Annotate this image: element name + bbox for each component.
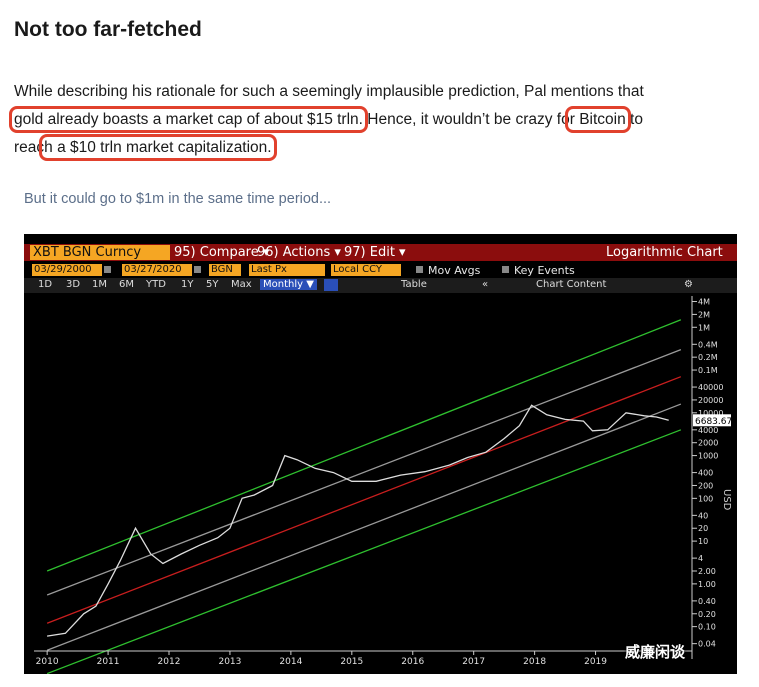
channel-line-2 (46, 376, 682, 624)
edit-menu[interactable]: 97) Edit ▾ (344, 245, 406, 260)
y-tick-label: 1.00 (698, 580, 716, 589)
scroll-left-icon[interactable]: « (482, 279, 489, 290)
key-events-checkbox[interactable] (502, 266, 509, 273)
y-tick-label: 20000 (698, 396, 723, 405)
image-caption: But it could go to $1m in the same time … (24, 191, 332, 207)
y-tick-label: 0.1M (698, 366, 718, 375)
range-button[interactable]: YTD (146, 279, 166, 290)
line-chart-icon[interactable] (324, 279, 338, 291)
y-tick-label: 20 (698, 524, 708, 533)
last-price-box (693, 414, 731, 427)
channel-line-1 (46, 349, 682, 596)
security-field[interactable]: XBT BGN Curncy (30, 245, 170, 260)
y-tick-label: 40000 (698, 383, 723, 392)
channel-line-0 (46, 319, 682, 572)
x-tick-label: 2015 (340, 657, 363, 667)
y-tick-label: 4 (698, 554, 703, 563)
calendar-icon[interactable] (104, 266, 111, 273)
price-series-line (47, 404, 669, 637)
price-chart: 4M2M1M0.4M0.2M0.1M4000020000100004000200… (34, 296, 732, 674)
price-field[interactable]: Last Px (249, 264, 325, 276)
y-tick-label: 40 (698, 511, 708, 520)
range-button[interactable]: 1D (38, 279, 53, 290)
key-events-label[interactable]: Key Events (514, 264, 575, 277)
range-button[interactable]: 5Y (206, 279, 219, 290)
paragraph-text: Hence, it wouldn’t be crazy fo (362, 111, 570, 128)
y-tick-label: 0.20 (698, 610, 716, 619)
x-tick-label: 2016 (401, 657, 424, 667)
terminal-menu-bar: 95) Compare ▾ 96) Actions ▾ 97) Edit ▾ L… (24, 244, 737, 261)
mov-avgs-label[interactable]: Mov Avgs (428, 264, 481, 277)
y-tick-label: 0.4M (698, 340, 718, 349)
y-tick-label: 4000 (698, 426, 718, 435)
chart-content-button[interactable]: Chart Content (536, 279, 607, 290)
paragraph-line-2: gold already boasts a market cap of abou… (9, 106, 749, 134)
highlight-bitcoin-target: h a $10 trln market capitalization. (39, 134, 277, 161)
channel-line-3 (46, 403, 682, 651)
regression-channels (46, 319, 682, 674)
y-tick-label: 0.10 (698, 623, 716, 632)
y-tick-label: 200 (698, 481, 713, 490)
x-tick-label: 2011 (97, 657, 120, 667)
y-tick-label: 1000 (698, 452, 718, 461)
y-tick-label: 0.2M (698, 353, 718, 362)
chart-mode-label: Logarithmic Chart (606, 245, 723, 260)
x-tick-label: 2018 (523, 657, 546, 667)
source-field[interactable]: BGN (209, 264, 241, 276)
bloomberg-chart-screenshot: 95) Compare ▾ 96) Actions ▾ 97) Edit ▾ L… (24, 234, 737, 674)
x-tick-label: 2010 (36, 657, 59, 667)
period-dropdown[interactable]: Monthly ▼ (260, 279, 317, 290)
article-paragraph: While describing his rationale for such … (9, 78, 749, 162)
calendar-icon[interactable] (194, 266, 201, 273)
range-button[interactable]: Max (231, 279, 252, 290)
paragraph-line-1: While describing his rationale for such … (14, 83, 644, 100)
y-tick-label: 10 (698, 537, 708, 546)
watermark: 威廉闲谈 (625, 643, 686, 661)
table-button[interactable]: Table (401, 279, 427, 290)
currency-field[interactable]: Local CCY (331, 264, 401, 276)
range-button[interactable]: 1M (92, 279, 107, 290)
x-tick-label: 2019 (584, 657, 607, 667)
range-button[interactable]: 3D (66, 279, 81, 290)
x-axis: 2010 2011 2012 2013 2014 2015 2016 2017 2018 2019 (34, 650, 692, 667)
x-tick-label: 2017 (462, 657, 485, 667)
y-tick-label: 0.40 (698, 597, 716, 606)
x-tick-label: 2014 (279, 657, 302, 667)
last-price-text: 6683.67 (695, 417, 732, 427)
gear-icon[interactable]: ⚙ (684, 279, 693, 290)
y-tick-label: 2.00 (698, 567, 716, 576)
compare-menu[interactable]: 95) Compare ▾ (174, 245, 270, 260)
y-tick-label: 400 (698, 469, 713, 478)
article-heading: Not too far-fetched (14, 18, 202, 41)
price-series (47, 404, 669, 637)
y-axis: 4M2M1M0.4M0.2M0.1M4000020000100004000200… (691, 296, 732, 659)
terminal-params-bar: 03/29/2000 03/27/2020 BGN Last Px Local … (24, 262, 737, 277)
range-button[interactable]: 6M (119, 279, 134, 290)
actions-menu[interactable]: 96) Actions ▾ (257, 245, 341, 260)
x-tick-label: 2012 (158, 657, 181, 667)
y-tick-label: 1M (698, 323, 710, 332)
x-tick-label: 2013 (218, 657, 241, 667)
range-button[interactable]: 1Y (181, 279, 194, 290)
y-tick-label: 0.04 (698, 640, 716, 649)
y-axis-unit-label: USD (721, 489, 732, 511)
mov-avgs-checkbox[interactable] (416, 266, 423, 273)
y-tick-label: 2M (698, 310, 710, 319)
terminal-range-bar: 1D 3D 1M 6M YTD 1Y 5Y Max Monthly ▼ Tabl… (24, 278, 737, 293)
y-tick-label: 100 (698, 494, 713, 503)
y-tick-label: 4M (698, 298, 710, 307)
paragraph-text: reac (14, 139, 45, 156)
last-price-label: 6683.67 (693, 414, 732, 427)
y-tick-label: 2000 (698, 439, 718, 448)
y-tick-label: 10000 (698, 409, 723, 418)
highlight-bitcoin: r Bitcoin (564, 106, 631, 133)
paragraph-text: to (625, 111, 643, 128)
highlight-gold-market-cap: gold already boasts a market cap of abou… (9, 106, 368, 133)
channel-line-4 (46, 429, 682, 674)
start-date-field[interactable]: 03/29/2000 (32, 264, 102, 276)
paragraph-line-3: reach a $10 trln market capitalization. (14, 134, 749, 162)
end-date-field[interactable]: 03/27/2020 (122, 264, 192, 276)
